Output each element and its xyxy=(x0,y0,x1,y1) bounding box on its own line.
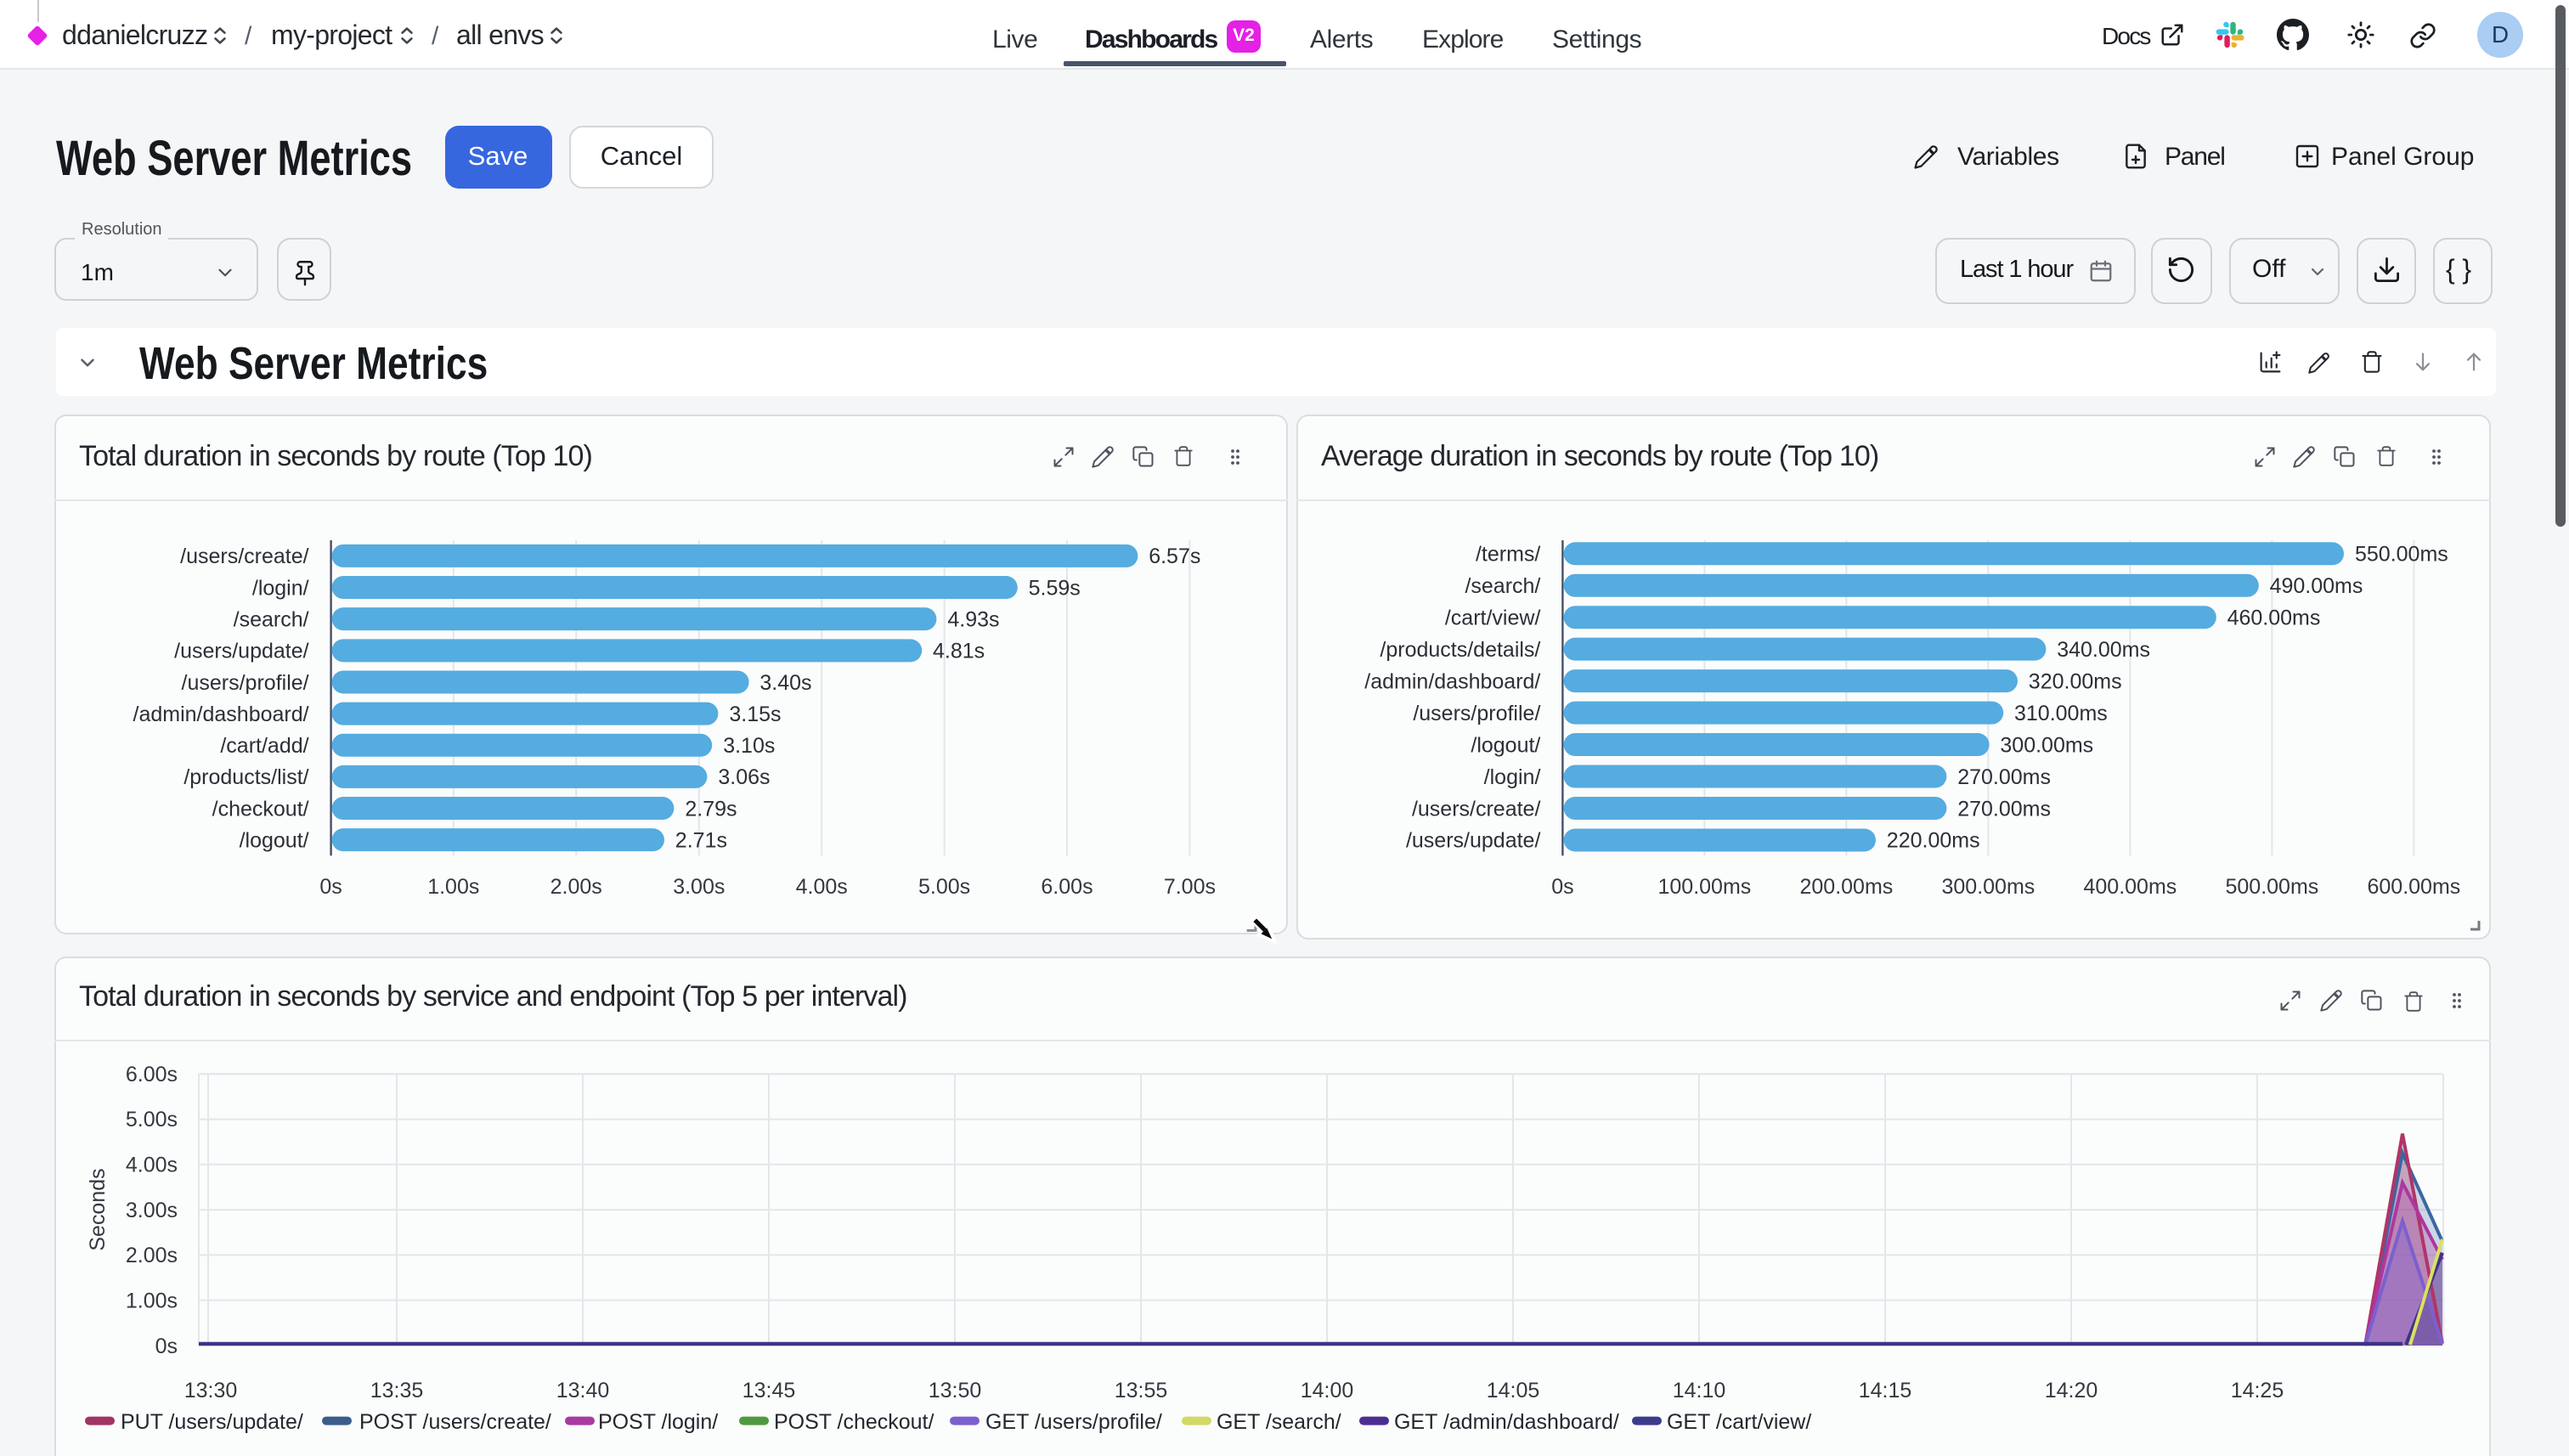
svg-text:13:45: 13:45 xyxy=(742,1378,795,1402)
svg-text:0s: 0s xyxy=(319,875,341,899)
svg-text:5.59s: 5.59s xyxy=(1028,576,1080,600)
svg-text:320.00ms: 320.00ms xyxy=(2028,669,2121,693)
svg-text:POST /checkout/: POST /checkout/ xyxy=(773,1409,933,1433)
svg-text:/search/: /search/ xyxy=(233,607,308,631)
svg-text:/users/create/: /users/create/ xyxy=(179,545,308,568)
svg-text:14:00: 14:00 xyxy=(1300,1378,1353,1402)
svg-text:3.00s: 3.00s xyxy=(672,875,724,899)
svg-text:/products/list/: /products/list/ xyxy=(183,765,308,789)
svg-text:/users/profile/: /users/profile/ xyxy=(181,671,308,695)
svg-text:/logout/: /logout/ xyxy=(239,828,308,852)
svg-text:6.00s: 6.00s xyxy=(1040,875,1092,899)
svg-text:0s: 0s xyxy=(1550,875,1572,899)
svg-text:/logout/: /logout/ xyxy=(1470,733,1539,757)
svg-text:/admin/dashboard/: /admin/dashboard/ xyxy=(1364,669,1539,693)
svg-text:3.15s: 3.15s xyxy=(728,703,780,726)
svg-text:14:15: 14:15 xyxy=(1858,1378,1911,1402)
svg-text:/users/update/: /users/update/ xyxy=(173,640,308,663)
svg-text:/checkout/: /checkout/ xyxy=(212,797,308,821)
svg-text:100.00ms: 100.00ms xyxy=(1657,875,1751,899)
svg-text:Seconds: Seconds xyxy=(85,1167,109,1250)
svg-text:310.00ms: 310.00ms xyxy=(2013,702,2107,725)
svg-text:/cart/view/: /cart/view/ xyxy=(1444,607,1540,630)
svg-text:13:35: 13:35 xyxy=(370,1378,423,1402)
svg-text:2.79s: 2.79s xyxy=(684,797,736,821)
svg-text:GET /users/profile/: GET /users/profile/ xyxy=(985,1409,1161,1433)
svg-text:14:20: 14:20 xyxy=(2044,1378,2098,1402)
svg-text:/users/update/: /users/update/ xyxy=(1405,829,1539,853)
svg-text:7.00s: 7.00s xyxy=(1163,875,1215,899)
svg-text:/login/: /login/ xyxy=(251,576,308,600)
svg-text:5.00s: 5.00s xyxy=(918,875,969,899)
svg-text:1.00s: 1.00s xyxy=(426,875,478,899)
svg-text:270.00ms: 270.00ms xyxy=(1956,765,2050,789)
svg-text:4.00s: 4.00s xyxy=(125,1153,177,1177)
svg-text:14:05: 14:05 xyxy=(1486,1378,1539,1402)
svg-text:220.00ms: 220.00ms xyxy=(1886,829,1979,853)
svg-text:/products/details/: /products/details/ xyxy=(1379,638,1539,662)
svg-text:13:30: 13:30 xyxy=(184,1378,237,1402)
svg-text:3.00s: 3.00s xyxy=(125,1198,177,1222)
svg-text:/search/: /search/ xyxy=(1464,574,1539,598)
svg-text:/login/: /login/ xyxy=(1483,765,1540,789)
svg-text:340.00ms: 340.00ms xyxy=(2056,638,2149,662)
svg-text:/terms/: /terms/ xyxy=(1475,543,1539,567)
svg-text:500.00ms: 500.00ms xyxy=(2225,875,2318,899)
svg-text:400.00ms: 400.00ms xyxy=(2083,875,2177,899)
svg-text:3.40s: 3.40s xyxy=(759,671,810,695)
svg-text:300.00ms: 300.00ms xyxy=(1999,733,2092,757)
svg-text:5.00s: 5.00s xyxy=(125,1107,177,1131)
svg-text:4.00s: 4.00s xyxy=(795,875,847,899)
svg-text:0s: 0s xyxy=(155,1334,177,1357)
svg-text:4.81s: 4.81s xyxy=(932,640,984,663)
svg-text:13:40: 13:40 xyxy=(556,1378,609,1402)
svg-text:3.06s: 3.06s xyxy=(717,765,769,789)
svg-text:1.00s: 1.00s xyxy=(125,1289,177,1312)
svg-text:270.00ms: 270.00ms xyxy=(1956,797,2050,821)
svg-text:/users/profile/: /users/profile/ xyxy=(1412,702,1539,725)
svg-text:/users/create/: /users/create/ xyxy=(1411,797,1540,821)
svg-text:300.00ms: 300.00ms xyxy=(1941,875,2035,899)
svg-text:600.00ms: 600.00ms xyxy=(2367,875,2460,899)
svg-text:/cart/add/: /cart/add/ xyxy=(219,734,308,758)
svg-text:4.93s: 4.93s xyxy=(946,607,998,631)
svg-text:3.10s: 3.10s xyxy=(722,734,774,758)
svg-text:PUT /users/update/: PUT /users/update/ xyxy=(120,1409,302,1433)
svg-text:14:10: 14:10 xyxy=(1672,1378,1725,1402)
svg-text:2.71s: 2.71s xyxy=(675,828,726,852)
svg-text:POST /login/: POST /login/ xyxy=(597,1409,717,1433)
svg-text:14:25: 14:25 xyxy=(2230,1378,2284,1402)
svg-text:/admin/dashboard/: /admin/dashboard/ xyxy=(133,703,308,726)
svg-text:460.00ms: 460.00ms xyxy=(2227,607,2320,630)
svg-text:GET /admin/dashboard/: GET /admin/dashboard/ xyxy=(1393,1409,1618,1433)
svg-text:6.57s: 6.57s xyxy=(1148,545,1200,568)
svg-text:2.00s: 2.00s xyxy=(125,1243,177,1267)
svg-text:200.00ms: 200.00ms xyxy=(1799,875,1893,899)
svg-text:13:55: 13:55 xyxy=(1114,1378,1167,1402)
svg-text:6.00s: 6.00s xyxy=(125,1062,177,1086)
svg-text:490.00ms: 490.00ms xyxy=(2269,574,2363,598)
svg-text:GET /cart/view/: GET /cart/view/ xyxy=(1666,1409,1810,1433)
svg-text:13:50: 13:50 xyxy=(928,1378,981,1402)
svg-text:GET /search/: GET /search/ xyxy=(1216,1409,1341,1433)
svg-text:550.00ms: 550.00ms xyxy=(2354,543,2448,567)
svg-text:2.00s: 2.00s xyxy=(550,875,601,899)
svg-text:POST /users/create/: POST /users/create/ xyxy=(359,1409,550,1433)
